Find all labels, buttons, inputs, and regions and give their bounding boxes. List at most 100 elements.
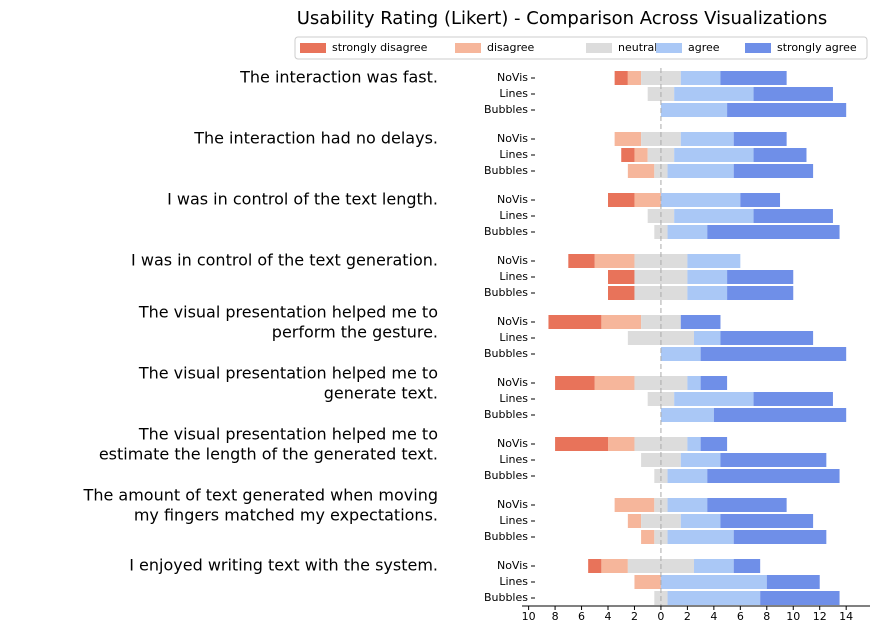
x-tick-label: 14 (839, 610, 853, 623)
bar-segment (621, 148, 635, 162)
bar-segment (713, 408, 847, 422)
bar-segment (720, 514, 814, 528)
row-label: NoVis (497, 71, 528, 84)
bar-segment (694, 331, 721, 345)
bar-segment (608, 193, 635, 207)
bar-segment (720, 331, 814, 345)
question-label: The visual presentation helped me to (138, 303, 438, 322)
bar-segment (627, 164, 655, 178)
bar-segment (753, 148, 807, 162)
bar-segment (667, 225, 708, 239)
row-label: NoVis (497, 315, 528, 328)
bar-segment (687, 437, 701, 451)
bar-segment (733, 164, 814, 178)
bar-segment (667, 498, 708, 512)
bar-segment (641, 132, 681, 146)
row-label: NoVis (497, 132, 528, 145)
question-label: generate text. (324, 384, 438, 403)
bar-segment (548, 315, 602, 329)
chart-title: Usability Rating (Likert) - Comparison A… (297, 8, 827, 29)
bar-segment (680, 514, 721, 528)
bar-segment (667, 591, 761, 605)
bar-segment (627, 71, 642, 85)
bar-segment (667, 530, 734, 544)
bar-segment (680, 71, 721, 85)
row-label: NoVis (497, 193, 528, 206)
legend-label: strongly disagree (332, 41, 428, 54)
bar-segment (634, 148, 648, 162)
bar-segment (694, 559, 734, 573)
bar-segment (680, 453, 721, 467)
legend-swatch (745, 43, 771, 53)
question-label: I enjoyed writing text with the system. (129, 556, 438, 575)
x-tick-label: 8 (552, 610, 559, 623)
bar-segment (660, 575, 767, 589)
question-label: estimate the length of the generated tex… (99, 445, 438, 464)
row-label: Lines (499, 270, 528, 283)
bar-segment (753, 392, 833, 406)
legend-box (294, 36, 868, 60)
bar-segment (674, 209, 754, 223)
bar-segment (674, 392, 754, 406)
x-tick-label: 12 (813, 610, 827, 623)
bar-segment (707, 225, 840, 239)
bar-segment (614, 132, 642, 146)
bar-segment (614, 71, 628, 85)
bar-segment (760, 591, 840, 605)
question-label: The amount of text generated when moving (83, 486, 438, 505)
bar-segment (674, 87, 754, 101)
row-label: Bubbles (484, 103, 528, 116)
bar-segment (766, 575, 820, 589)
bar-segment (687, 376, 701, 390)
question-label: The visual presentation helped me to (138, 425, 438, 444)
bar-segment (660, 193, 741, 207)
bar-segment (700, 376, 728, 390)
row-label: NoVis (497, 437, 528, 450)
row-label: Lines (499, 575, 528, 588)
x-tick-label: 10 (522, 610, 536, 623)
bar-segment (700, 347, 847, 361)
row-label: Lines (499, 392, 528, 405)
bar-segment (594, 376, 635, 390)
question-label: I was in control of the text generation. (131, 251, 438, 270)
row-label: Lines (499, 453, 528, 466)
x-tick-label: 6 (737, 610, 744, 623)
bar-segment (687, 254, 741, 268)
x-tick-label: 10 (786, 610, 800, 623)
row-label: Bubbles (484, 347, 528, 360)
row-label: Lines (499, 148, 528, 161)
bar-segment (568, 254, 595, 268)
row-label: Lines (499, 209, 528, 222)
legend-label: disagree (487, 41, 535, 54)
bar-segment (753, 209, 833, 223)
legend-swatch (586, 43, 612, 53)
bar-segment (654, 164, 668, 178)
question-label: I was in control of the text length. (167, 190, 438, 209)
row-label: NoVis (497, 559, 528, 572)
bar-segment (680, 132, 734, 146)
x-tick-label: 0 (657, 610, 664, 623)
legend-swatch (300, 43, 326, 53)
question-label: perform the gesture. (272, 323, 438, 342)
bar-segment (700, 437, 728, 451)
row-label: NoVis (497, 376, 528, 389)
row-label: Lines (499, 514, 528, 527)
legend-label: neutral (618, 41, 657, 54)
question-label: The visual presentation helped me to (138, 364, 438, 383)
bar-segment (627, 514, 642, 528)
legend-swatch (455, 43, 481, 53)
x-tick-label: 2 (631, 610, 638, 623)
row-label: NoVis (497, 254, 528, 267)
bar-segment (660, 103, 728, 117)
bar-segment (594, 254, 635, 268)
row-label: Bubbles (484, 530, 528, 543)
bar-segment (733, 530, 827, 544)
bar-segment (667, 164, 734, 178)
bar-segment (647, 148, 675, 162)
bar-segment (601, 559, 628, 573)
bar-segment (733, 132, 787, 146)
bar-segment (753, 87, 833, 101)
bar-segment (634, 193, 661, 207)
bar-segment (608, 437, 635, 451)
